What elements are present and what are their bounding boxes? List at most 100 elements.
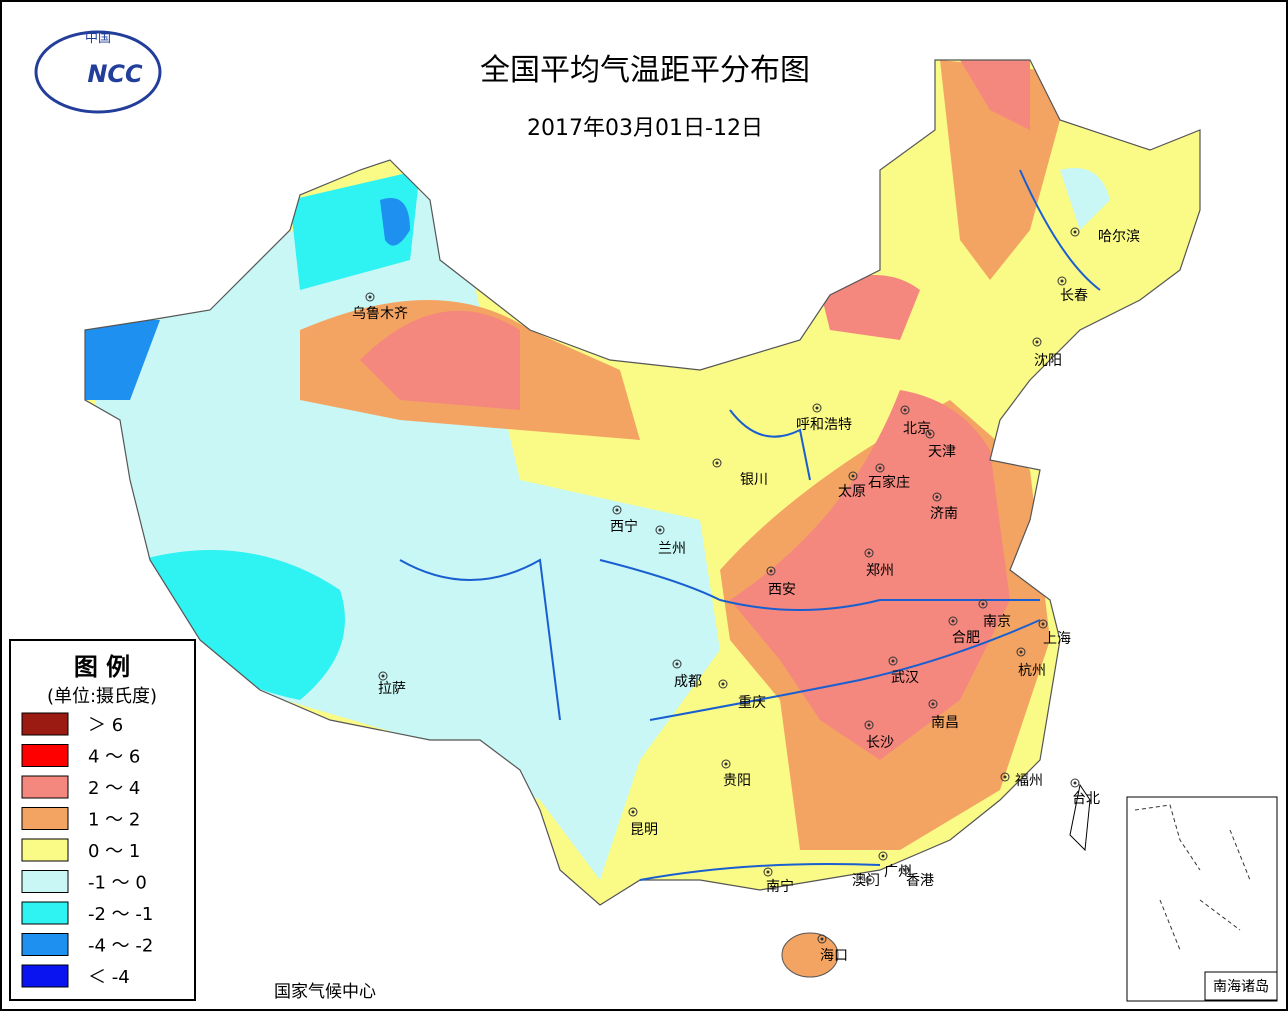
city-label: 合肥 bbox=[952, 630, 980, 646]
city-marker bbox=[925, 429, 935, 439]
logo-country: 中国 bbox=[85, 31, 111, 46]
legend-swatch bbox=[21, 964, 69, 988]
city-label: 西安 bbox=[768, 582, 796, 598]
city-dot bbox=[1060, 279, 1064, 283]
legend-swatch bbox=[21, 712, 69, 736]
legend-label: -1 ～ 0 bbox=[88, 873, 147, 894]
city-marker bbox=[628, 807, 638, 817]
city-marker bbox=[672, 659, 682, 669]
city-marker bbox=[900, 405, 910, 415]
city-marker bbox=[888, 656, 898, 666]
city-label: 南宁 bbox=[766, 878, 794, 895]
inset-label: 南海诸岛 bbox=[1213, 979, 1269, 995]
city-dot bbox=[951, 619, 955, 623]
city-dot bbox=[878, 466, 882, 470]
city-marker bbox=[817, 934, 827, 944]
legend-swatch bbox=[21, 870, 69, 893]
hainan bbox=[781, 932, 839, 978]
city-label: 济南 bbox=[930, 506, 958, 522]
legend-unit: (单位:摄氏度) bbox=[47, 686, 157, 707]
city-marker bbox=[865, 875, 875, 885]
legend-swatch bbox=[21, 775, 69, 799]
legend-label: 0 ～ 1 bbox=[88, 841, 140, 862]
city-marker bbox=[655, 525, 665, 535]
city-dot bbox=[1035, 340, 1039, 344]
city-dot bbox=[715, 461, 719, 465]
city-dot bbox=[928, 432, 932, 436]
title: 全国平均气温距平分布图 bbox=[480, 53, 810, 88]
legend-label: 1 ～ 2 bbox=[88, 810, 140, 831]
city-marker bbox=[928, 699, 938, 709]
city-label: 台北 bbox=[1072, 791, 1100, 807]
legend-label: 2 ～ 4 bbox=[88, 778, 140, 799]
city-dot bbox=[820, 937, 824, 941]
city-dot bbox=[724, 762, 728, 766]
legend-label: -2 ～ -1 bbox=[88, 904, 153, 925]
city-label: 哈尔滨 bbox=[1098, 229, 1140, 245]
city-label: 广州 bbox=[884, 864, 912, 880]
city-marker bbox=[864, 548, 874, 558]
city-marker bbox=[712, 458, 722, 468]
legend-swatch bbox=[21, 744, 69, 767]
subtitle: 2017年03月01日-12日 bbox=[527, 116, 763, 141]
city-dot bbox=[867, 551, 871, 555]
city-marker bbox=[978, 599, 988, 609]
city-label: 长春 bbox=[1060, 288, 1088, 304]
city-dot bbox=[935, 495, 939, 499]
city-label: 西宁 bbox=[610, 518, 638, 535]
city-label: 太原 bbox=[838, 484, 866, 500]
city-dot bbox=[766, 870, 770, 874]
city-label: 银川 bbox=[740, 472, 768, 488]
city-dot bbox=[815, 406, 819, 410]
legend-label: -4 ～ -2 bbox=[88, 936, 153, 957]
city-label: 成都 bbox=[674, 674, 702, 690]
city-dot bbox=[631, 810, 635, 814]
city-dot bbox=[658, 528, 662, 532]
city-marker bbox=[365, 292, 375, 302]
city-marker bbox=[932, 492, 942, 502]
city-dot bbox=[1003, 775, 1007, 779]
city-marker bbox=[378, 671, 388, 681]
city-label: 南京 bbox=[983, 614, 1011, 630]
city-marker bbox=[948, 616, 958, 626]
city-label: 香港 bbox=[906, 873, 934, 889]
city-dot bbox=[675, 662, 679, 666]
city-label: 海口 bbox=[820, 948, 848, 964]
city-marker bbox=[721, 759, 731, 769]
city-marker bbox=[900, 865, 910, 875]
city-marker bbox=[864, 720, 874, 730]
city-dot bbox=[868, 878, 872, 882]
city-marker bbox=[1000, 772, 1010, 782]
legend-swatch bbox=[21, 933, 69, 956]
city-label: 重庆 bbox=[738, 695, 766, 711]
footer: 国家气候中心 bbox=[274, 982, 376, 1002]
city-dot bbox=[1073, 781, 1077, 785]
legend-label: ＞ 6 bbox=[88, 715, 123, 736]
city-dot bbox=[851, 474, 855, 478]
city-marker bbox=[1038, 619, 1048, 629]
inset-label-box bbox=[1204, 971, 1278, 1001]
city-label: 澳门 bbox=[852, 873, 880, 889]
city-marker bbox=[1057, 276, 1067, 286]
city-dot bbox=[903, 868, 907, 872]
legend-swatch bbox=[21, 838, 69, 862]
city-label: 石家庄 bbox=[868, 474, 910, 491]
city-dot bbox=[1041, 622, 1045, 626]
rivers bbox=[399, 169, 1101, 881]
city-marker bbox=[766, 566, 776, 576]
city-marker bbox=[1070, 778, 1080, 788]
city-dot bbox=[891, 659, 895, 663]
city-label: 乌鲁木齐 bbox=[352, 306, 408, 322]
city-label: 上海 bbox=[1043, 631, 1071, 647]
city-dot bbox=[981, 602, 985, 606]
city-label: 南昌 bbox=[931, 715, 959, 731]
city-marker bbox=[763, 867, 773, 877]
city-label: 呼和浩特 bbox=[796, 417, 852, 433]
city-dot bbox=[1019, 650, 1023, 654]
city-dot bbox=[867, 723, 871, 727]
legend-title: 图 例 bbox=[74, 653, 130, 681]
city-label: 福州 bbox=[1015, 773, 1043, 789]
city-dot bbox=[903, 408, 907, 412]
city-marker bbox=[848, 471, 858, 481]
